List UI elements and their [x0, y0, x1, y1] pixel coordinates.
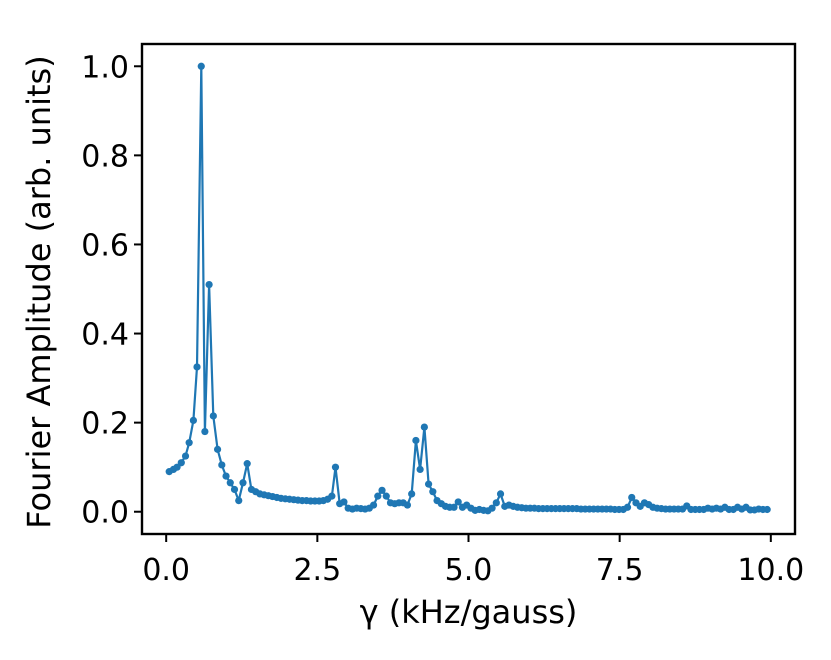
- data-point: [197, 62, 205, 70]
- data-point: [173, 463, 181, 471]
- x-tick-label: 0.0: [142, 553, 190, 588]
- plot-frame: [140, 42, 797, 536]
- data-point: [628, 493, 636, 502]
- data-point: [189, 416, 197, 425]
- data-point: [213, 445, 222, 453]
- data-point: [408, 490, 416, 498]
- data-point: [185, 439, 193, 447]
- x-axis-label: γ (kHz/gauss): [360, 593, 578, 631]
- y-tick-label: 0.4: [81, 318, 129, 353]
- data-point: [181, 452, 190, 460]
- data-point: [424, 480, 433, 488]
- y-tick-label: 0.0: [81, 496, 129, 531]
- data-point: [331, 463, 340, 471]
- data-point: [177, 459, 185, 467]
- y-axis-label: Fourier Amplitude (arb. units): [20, 55, 58, 528]
- data-point: [378, 486, 386, 494]
- data-point: [193, 363, 201, 371]
- data-point: [382, 492, 390, 500]
- data-point: [623, 503, 632, 511]
- data-point: [454, 498, 462, 506]
- data-point: [230, 485, 239, 494]
- y-tick-label: 0.8: [81, 139, 129, 174]
- y-tick-label: 0.2: [81, 407, 129, 442]
- x-tick-label: 10.0: [737, 553, 804, 588]
- data-point: [429, 488, 437, 496]
- data-point: [369, 501, 378, 509]
- data-point: [450, 503, 458, 511]
- x-tick-label: 7.5: [596, 553, 644, 588]
- data-point: [239, 479, 247, 487]
- data-point: [205, 280, 213, 289]
- data-point: [492, 499, 500, 507]
- data-point: [201, 427, 209, 436]
- data-point: [763, 505, 771, 514]
- data-point: [412, 436, 420, 445]
- data-point: [420, 423, 428, 431]
- data-point: [403, 501, 412, 509]
- y-axis: 0.0 0.2 0.4 0.6 0.8 1.0: [81, 50, 142, 531]
- data-point: [243, 460, 251, 468]
- data-point: [340, 498, 348, 506]
- y-tick-label: 0.6: [81, 228, 129, 263]
- x-axis: 0.0 2.5 5.0 7.5 10.0: [142, 534, 804, 588]
- data-point: [209, 412, 217, 420]
- data-point: [218, 461, 226, 469]
- data-point: [374, 492, 382, 500]
- x-tick-label: 2.5: [293, 553, 341, 588]
- x-tick-label: 5.0: [445, 553, 493, 588]
- data-point: [235, 496, 243, 505]
- data-point: [496, 490, 505, 498]
- data-point: [416, 465, 424, 474]
- y-tick-label: 1.0: [81, 50, 129, 85]
- data-point: [226, 479, 234, 487]
- series-line: [168, 65, 768, 512]
- data-point: [328, 492, 336, 500]
- data-point: [488, 504, 496, 512]
- data-point: [222, 472, 230, 480]
- data-series: [165, 62, 771, 515]
